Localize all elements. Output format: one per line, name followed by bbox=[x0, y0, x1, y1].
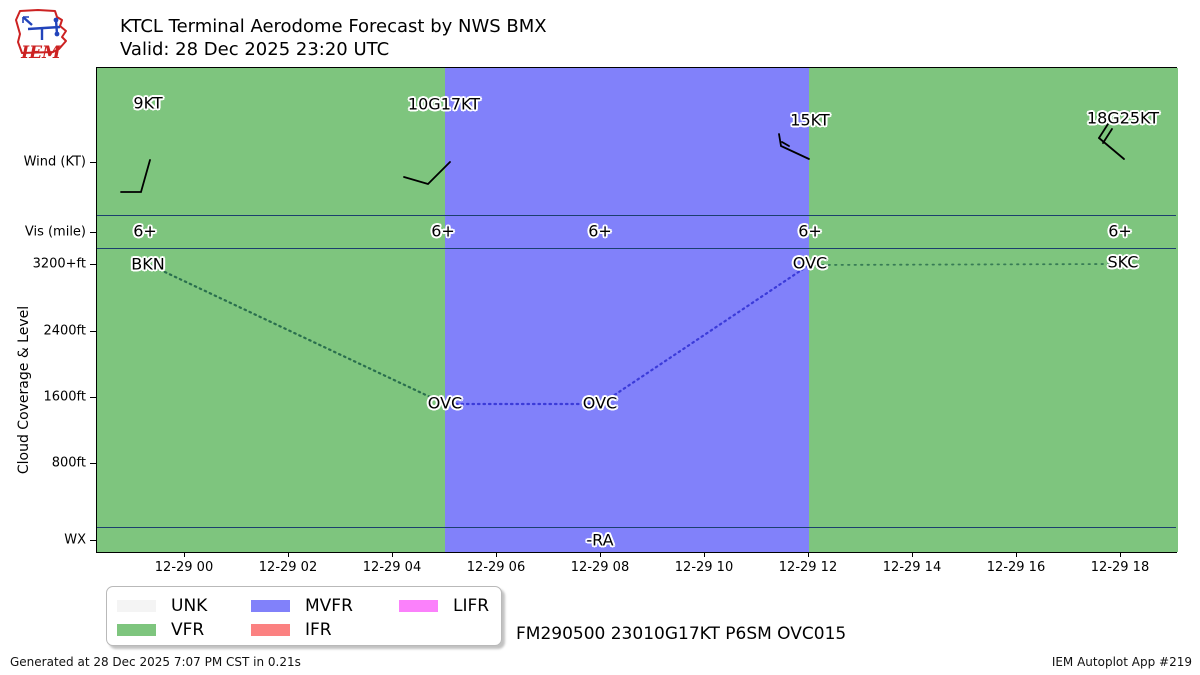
flight-category-legend: UNK MVFR LIFR VFR IFR bbox=[106, 586, 502, 646]
x-tick-label: 12-29 00 bbox=[154, 560, 214, 575]
vfr-band-left bbox=[97, 68, 445, 552]
legend-row: UNK MVFR LIFR bbox=[117, 594, 501, 618]
x-tick-label: 12-29 16 bbox=[986, 560, 1046, 575]
x-tick-mark bbox=[1120, 553, 1121, 557]
wx-row-top-line bbox=[97, 527, 1176, 528]
x-tick-label: 12-29 14 bbox=[882, 560, 942, 575]
vane-cup-icon bbox=[54, 31, 60, 37]
x-tick-mark bbox=[912, 553, 913, 557]
x-tick-label: 12-29 04 bbox=[362, 560, 422, 575]
legend-item-vfr: VFR bbox=[117, 620, 251, 640]
cloud-line-vfr-flat bbox=[808, 263, 1122, 266]
page-title: KTCL Terminal Aerodome Forecast by NWS B… bbox=[120, 16, 547, 37]
x-tick-mark bbox=[288, 553, 289, 557]
mvfr-swatch-icon bbox=[251, 600, 290, 612]
legend-label: VFR bbox=[171, 620, 205, 640]
y-tick-mark bbox=[90, 397, 96, 398]
visibility-label: 6+ bbox=[1108, 221, 1132, 241]
cloud-label: OVC bbox=[582, 393, 618, 413]
generated-timestamp: Generated at 28 Dec 2025 7:07 PM CST in … bbox=[10, 655, 301, 669]
cloud-line-mvfr-ascending bbox=[599, 263, 811, 406]
vis-row-bottom-line bbox=[97, 248, 1176, 249]
logo-text: IEM bbox=[20, 43, 62, 63]
legend-row: VFR IFR bbox=[117, 618, 501, 642]
y-tick-mark bbox=[90, 232, 96, 233]
x-tick-mark bbox=[704, 553, 705, 557]
x-tick-label: 12-29 08 bbox=[570, 560, 630, 575]
y-tick-mark bbox=[90, 331, 96, 332]
x-tick-label: 12-29 06 bbox=[466, 560, 526, 575]
chart-overlay bbox=[120, 123, 1125, 406]
y-axis-label-3200ft: 3200+ft bbox=[32, 256, 86, 272]
x-tick-mark bbox=[496, 553, 497, 557]
y-tick-mark bbox=[90, 264, 96, 265]
lifr-swatch-icon bbox=[399, 600, 438, 612]
visibility-label: 6+ bbox=[798, 221, 822, 241]
legend-item-ifr: IFR bbox=[251, 620, 399, 640]
x-tick-label: 12-29 18 bbox=[1090, 560, 1150, 575]
visibility-label: 6+ bbox=[133, 221, 157, 241]
legend-label: UNK bbox=[171, 596, 208, 616]
y-axis-label-1600ft: 1600ft bbox=[43, 389, 86, 405]
y-axis-label-wx: WX bbox=[64, 532, 86, 548]
wind-label: 18G25KT bbox=[1086, 108, 1160, 128]
legend-item-lifr: LIFR bbox=[399, 596, 489, 616]
wind-barb-10g17kt-icon bbox=[403, 161, 451, 186]
legend-label: LIFR bbox=[453, 596, 490, 616]
x-tick-mark bbox=[184, 553, 185, 557]
ifr-swatch-icon bbox=[251, 624, 290, 636]
unk-swatch-icon bbox=[117, 600, 156, 612]
x-tick-mark bbox=[1016, 553, 1017, 557]
x-tick-label: 12-29 12 bbox=[778, 560, 838, 575]
valid-time: Valid: 28 Dec 2025 23:20 UTC bbox=[120, 39, 390, 60]
visibility-label: 6+ bbox=[588, 221, 612, 241]
cloud-label: SKC bbox=[1107, 252, 1139, 272]
y-tick-mark bbox=[90, 540, 96, 541]
vfr-band-right bbox=[809, 68, 1178, 552]
plot-area bbox=[96, 67, 1178, 553]
app-credit: IEM Autoplot App #219 bbox=[1051, 655, 1192, 669]
y-tick-mark bbox=[90, 463, 96, 464]
wind-barb-15kt-icon bbox=[778, 133, 810, 160]
wx-label: -RA bbox=[586, 530, 614, 550]
cloud-label: OVC bbox=[792, 253, 828, 273]
wind-barb-18g25kt-icon bbox=[1098, 123, 1125, 160]
x-tick-mark bbox=[600, 553, 601, 557]
wind-label: 15KT bbox=[790, 110, 830, 130]
y-axis-label-800ft: 800ft bbox=[51, 455, 86, 471]
weather-vane-icon bbox=[22, 16, 61, 40]
y-tick-mark bbox=[90, 162, 96, 163]
x-tick-mark bbox=[808, 553, 809, 557]
cloud-label: BKN bbox=[131, 254, 165, 274]
x-tick-mark bbox=[392, 553, 393, 557]
legend-item-mvfr: MVFR bbox=[251, 596, 399, 616]
y-axis-label-wind: Wind (KT) bbox=[23, 154, 86, 170]
legend-item-unk: UNK bbox=[117, 596, 251, 616]
x-tick-label: 12-29 10 bbox=[674, 560, 734, 575]
vane-cup-icon bbox=[53, 17, 59, 23]
vis-row-top-line bbox=[97, 215, 1176, 216]
y-axis-label-2400ft: 2400ft bbox=[43, 323, 86, 339]
cloud-label: OVC bbox=[427, 393, 463, 413]
wind-label: 10G17KT bbox=[407, 94, 481, 114]
raw-taf-text: FM290500 23010G17KT P6SM OVC015 TEMPO 29… bbox=[516, 591, 867, 675]
wind-barb-9kt-icon bbox=[120, 159, 151, 193]
wind-label: 9KT bbox=[133, 93, 163, 113]
y-axis-title: Cloud Coverage & Level bbox=[16, 305, 32, 475]
legend-label: MVFR bbox=[305, 596, 353, 616]
cloud-line-vfr-descending bbox=[148, 263, 447, 406]
legend-label: IFR bbox=[305, 620, 332, 640]
mvfr-band bbox=[445, 68, 809, 552]
iem-logo: IEM bbox=[15, 9, 67, 63]
visibility-label: 6+ bbox=[431, 221, 455, 241]
vfr-swatch-icon bbox=[117, 624, 156, 636]
y-axis-label-vis: Vis (mile) bbox=[24, 224, 86, 240]
x-tick-label: 12-29 02 bbox=[258, 560, 318, 575]
taf-line: FM290500 23010G17KT P6SM OVC015 bbox=[516, 624, 847, 644]
